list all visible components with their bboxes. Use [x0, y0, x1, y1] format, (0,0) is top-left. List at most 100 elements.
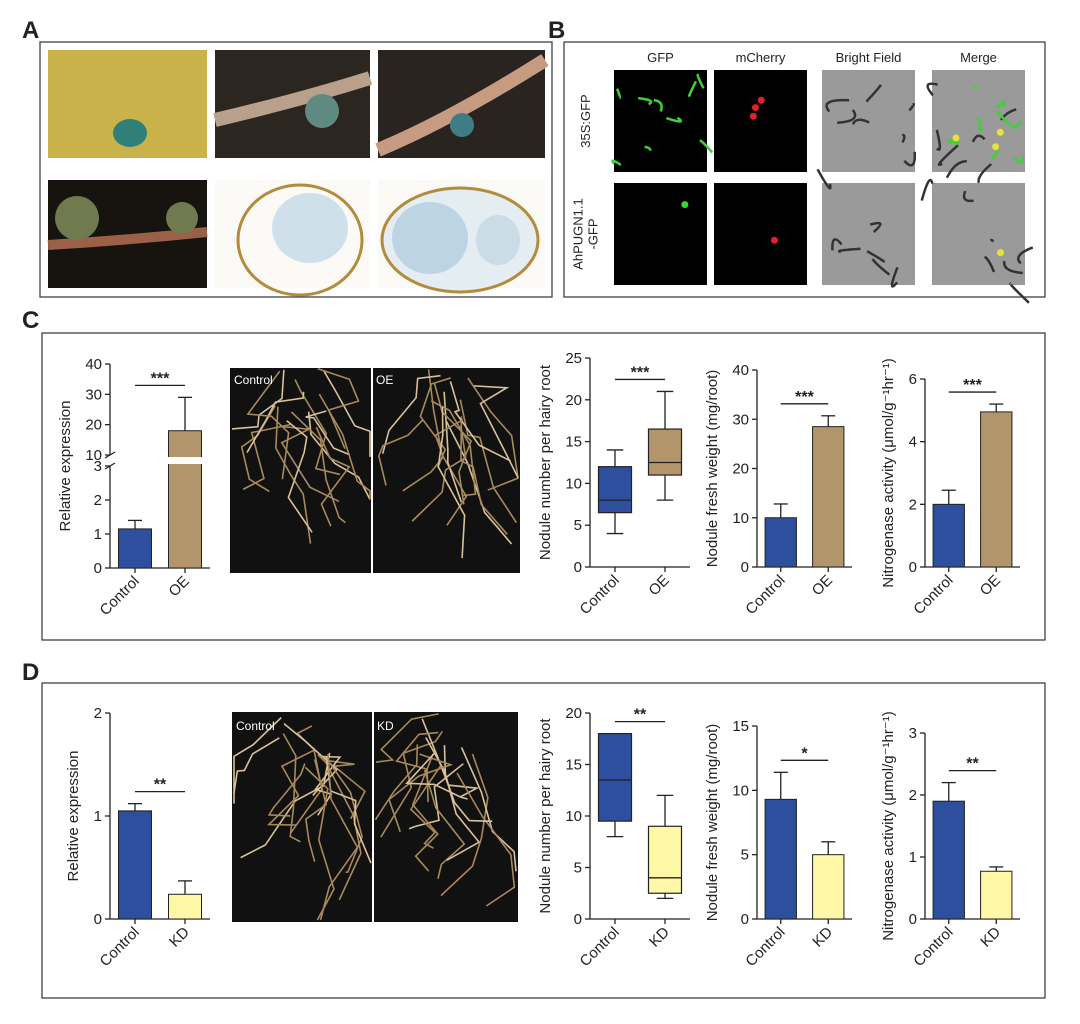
y-tick-label: 40 — [732, 362, 749, 379]
significance: ** — [154, 777, 167, 794]
significance: *** — [631, 364, 650, 381]
y-tick-label: 10 — [85, 447, 102, 464]
y-tick-label: 0 — [94, 560, 102, 577]
photo-detail — [55, 196, 99, 240]
signal-dot — [997, 249, 1004, 256]
y-tick-label: 20 — [85, 417, 102, 434]
photo-detail — [305, 94, 339, 128]
y-tick-label: 5 — [574, 860, 582, 877]
panel-label: A — [22, 17, 39, 44]
y-tick-label: 5 — [574, 517, 582, 534]
photo-detail — [450, 113, 474, 137]
micrograph — [822, 183, 915, 285]
x-tick-label: Control — [97, 573, 143, 619]
cell-wall — [1010, 284, 1028, 303]
micrograph — [714, 183, 807, 285]
y-tick-label: 2 — [94, 492, 102, 509]
signal-dot — [771, 237, 778, 244]
signal-dot — [681, 201, 688, 208]
column-label: mCherry — [736, 50, 786, 65]
axis-break — [112, 457, 212, 464]
y-tick-label: 0 — [909, 911, 917, 928]
bar — [981, 412, 1012, 567]
photo — [232, 712, 518, 922]
bar — [169, 431, 202, 568]
box — [599, 467, 632, 513]
x-tick-label: Control — [742, 572, 788, 618]
significance: * — [801, 745, 808, 762]
y-tick-label: 25 — [565, 350, 582, 367]
row-label: -GFP — [586, 218, 601, 249]
bar — [981, 871, 1012, 919]
photo-detail — [476, 215, 520, 265]
significance: ** — [966, 756, 979, 773]
x-tick-label: OE — [645, 572, 672, 599]
y-tick-label: 20 — [565, 705, 582, 722]
y-tick-label: 1 — [94, 526, 102, 543]
y-tick-label: 15 — [565, 757, 582, 774]
y-tick-label: 15 — [565, 434, 582, 451]
x-tick-label: Control — [97, 924, 143, 970]
bar — [813, 855, 844, 919]
y-tick-label: 6 — [909, 371, 917, 388]
signal-dot — [758, 97, 765, 104]
y-tick-label: 10 — [732, 782, 749, 799]
photo-detail — [272, 193, 348, 263]
y-axis-label: Nodule number per hairy root — [537, 718, 554, 914]
bar — [119, 529, 152, 568]
signal-dot — [952, 134, 959, 141]
y-axis-label: Nodule number per hairy root — [537, 364, 554, 560]
x-tick-label: OE — [165, 573, 192, 600]
y-tick-label: 3 — [909, 725, 917, 742]
y-tick-label: 20 — [732, 461, 749, 478]
photo-label: KD — [377, 719, 394, 733]
box — [649, 826, 682, 893]
photo-label: Control — [234, 373, 273, 387]
x-tick-label: Control — [577, 924, 623, 970]
y-tick-label: 30 — [732, 411, 749, 428]
photo-detail — [113, 119, 147, 147]
y-tick-label: 1 — [94, 808, 102, 825]
cell-wall — [922, 180, 933, 201]
bar — [933, 801, 964, 919]
box — [599, 734, 632, 822]
x-tick-label: Control — [742, 924, 788, 970]
panel-label: B — [548, 17, 565, 44]
photo-detail — [166, 202, 198, 234]
y-tick-label: 0 — [741, 559, 749, 576]
y-tick-label: 30 — [85, 386, 102, 403]
y-tick-label: 0 — [741, 911, 749, 928]
y-tick-label: 10 — [565, 475, 582, 492]
bar — [813, 427, 844, 567]
row-label: AhPUGN1.1 — [571, 198, 586, 270]
bar — [933, 504, 964, 567]
photo-detail — [392, 202, 468, 274]
signal-dot — [997, 129, 1004, 136]
column-label: GFP — [647, 50, 674, 65]
y-tick-label: 40 — [85, 356, 102, 373]
photo — [230, 368, 520, 573]
y-tick-label: 0 — [909, 559, 917, 576]
x-tick-label: Control — [577, 572, 623, 618]
y-axis-label: Nitrogenase activity (μmol/g⁻¹hr⁻¹) — [880, 358, 897, 588]
column-label: Bright Field — [836, 50, 902, 65]
y-tick-label: 2 — [94, 705, 102, 722]
micrograph — [714, 70, 807, 172]
y-tick-label: 0 — [94, 911, 102, 928]
x-tick-label: KD — [977, 924, 1004, 951]
significance: ** — [634, 707, 647, 724]
x-tick-label: KD — [809, 924, 836, 951]
micrograph — [614, 183, 707, 285]
y-tick-label: 2 — [909, 787, 917, 804]
box — [649, 429, 682, 475]
y-tick-label: 0 — [574, 911, 582, 928]
y-tick-label: 2 — [909, 496, 917, 513]
y-axis-label: Nodule fresh weight (mg/root) — [704, 724, 721, 922]
cell-wall — [991, 240, 993, 241]
signal-dot — [992, 143, 999, 150]
significance: *** — [963, 377, 982, 394]
y-tick-label: 0 — [574, 559, 582, 576]
y-tick-label: 4 — [909, 434, 917, 451]
signal-dot — [752, 104, 759, 111]
significance: *** — [795, 389, 814, 406]
